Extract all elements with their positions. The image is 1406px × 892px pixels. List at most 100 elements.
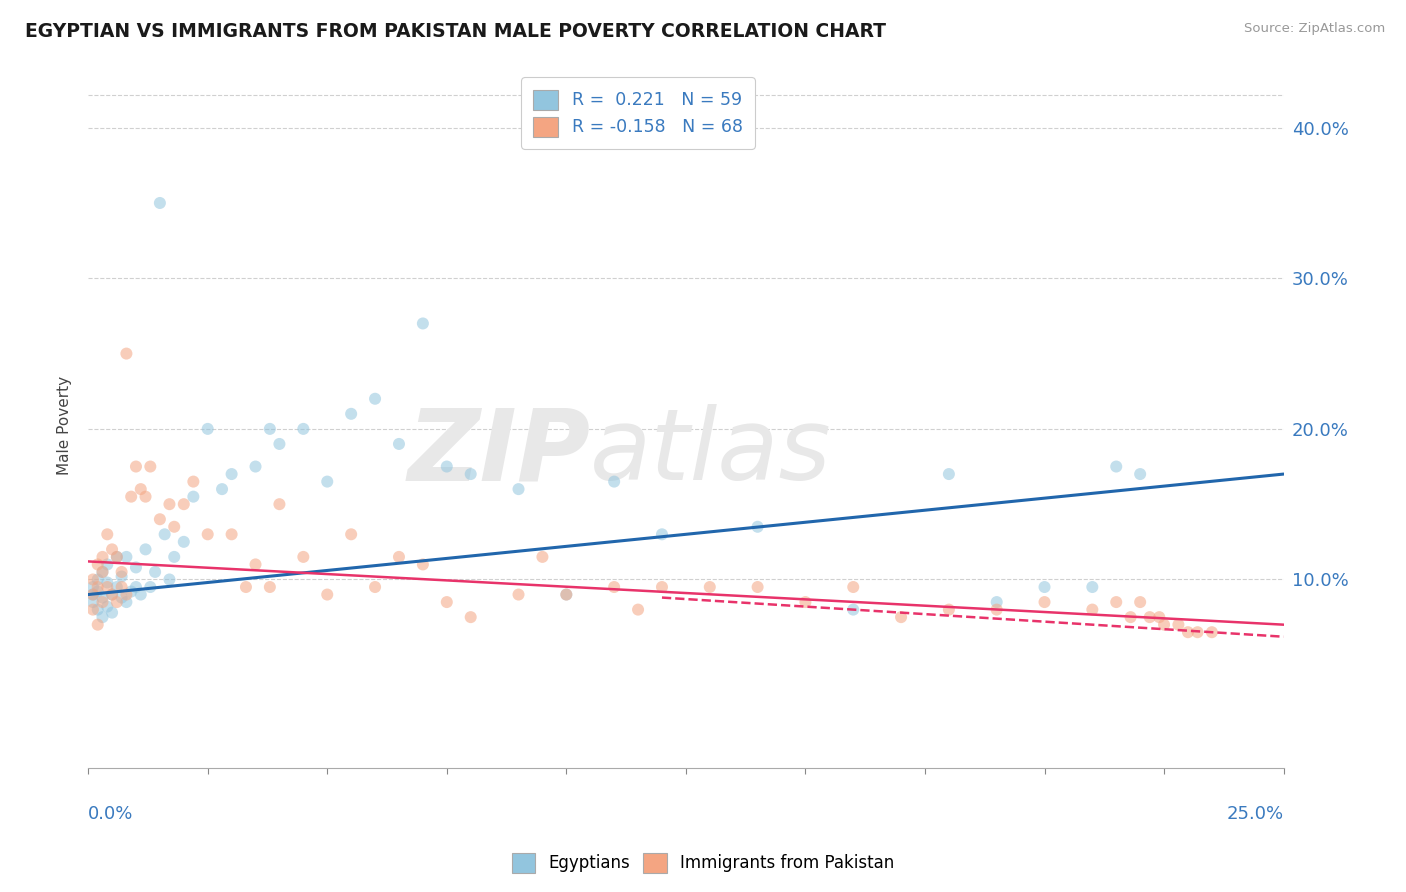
Point [436,459,458,474]
Point [111,565,134,579]
Point [135,490,157,504]
Point [96,599,118,614]
Point [1081,580,1104,594]
Point [603,475,626,489]
Point [149,196,172,211]
Point [747,580,769,594]
Point [1129,595,1152,609]
Point [86,573,108,587]
Point [1153,617,1175,632]
Point [101,588,124,602]
Point [340,527,363,541]
Point [120,490,142,504]
Text: 25.0%: 25.0% [1226,805,1284,823]
Point [938,602,960,616]
Point [115,346,138,360]
Point [153,527,176,541]
Point [340,407,363,421]
Point [96,580,118,594]
Point [96,558,118,572]
Point [173,534,195,549]
Point [1105,459,1128,474]
Point [938,467,960,481]
Point [1033,595,1056,609]
Point [96,527,118,541]
Point [842,580,865,594]
Point [508,588,530,602]
Point [115,549,138,564]
Point [269,497,291,511]
Point [364,580,387,594]
Point [129,482,152,496]
Point [197,527,219,541]
Point [1129,467,1152,481]
Point [111,591,134,605]
Point [163,549,186,564]
Point [86,580,108,594]
Point [460,610,482,624]
Point [269,437,291,451]
Y-axis label: Male Poverty: Male Poverty [58,376,72,475]
Point [82,588,104,602]
Point [1167,617,1189,632]
Point [316,588,339,602]
Text: Source: ZipAtlas.com: Source: ZipAtlas.com [1244,22,1385,36]
Point [125,580,148,594]
Point [1177,625,1199,640]
Point [82,595,104,609]
Point [105,549,128,564]
Point [91,610,114,624]
Point [259,422,281,436]
Point [173,497,195,511]
Point [111,569,134,583]
Point [86,602,108,616]
Point [460,467,482,481]
Point [627,602,650,616]
Point [890,610,912,624]
Point [221,527,243,541]
Point [651,580,673,594]
Point [292,549,315,564]
Point [143,565,166,579]
Point [1149,610,1171,624]
Point [105,595,128,609]
Point [388,549,411,564]
Point [129,588,152,602]
Point [125,459,148,474]
Point [1033,580,1056,594]
Point [149,512,172,526]
Point [86,558,108,572]
Point [651,527,673,541]
Point [91,565,114,579]
Point [555,588,578,602]
Point [101,542,124,557]
Point [105,580,128,594]
Point [139,459,162,474]
Point [364,392,387,406]
Point [125,560,148,574]
Point [91,591,114,605]
Point [1105,595,1128,609]
Point [388,437,411,451]
Point [221,467,243,481]
Point [1139,610,1161,624]
Point [111,580,134,594]
Point [436,595,458,609]
Point [842,602,865,616]
Point [139,580,162,594]
Point [115,595,138,609]
Point [1187,625,1209,640]
Point [1119,610,1142,624]
Point [1201,625,1223,640]
Point [82,602,104,616]
Legend: R =  0.221   N = 59, R = -0.158   N = 68: R = 0.221 N = 59, R = -0.158 N = 68 [522,78,755,149]
Point [747,520,769,534]
Point [86,617,108,632]
Point [105,549,128,564]
Legend: Egyptians, Immigrants from Pakistan: Egyptians, Immigrants from Pakistan [505,847,901,880]
Point [1081,602,1104,616]
Text: 0.0%: 0.0% [89,805,134,823]
Point [159,497,181,511]
Point [316,475,339,489]
Point [91,565,114,579]
